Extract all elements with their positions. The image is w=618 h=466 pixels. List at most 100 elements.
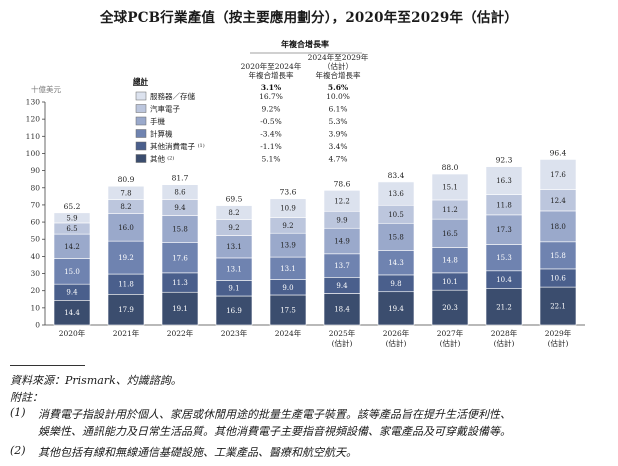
data-label-5-5: 12.2 <box>334 197 350 205</box>
footnote-divider <box>10 365 85 366</box>
x-tick-label-9: 2029年 <box>545 328 572 338</box>
y-tick-label-7: 70 <box>30 200 40 209</box>
data-label-7-0: 20.3 <box>442 304 458 312</box>
y-tick-label-4: 40 <box>30 252 40 261</box>
y-tick-label-11: 110 <box>26 132 41 141</box>
legend-marker-4: (1) <box>198 142 205 149</box>
y-tick-label-1: 10 <box>30 303 40 312</box>
y-tick-label-0: 0 <box>35 321 40 330</box>
cagr-col1-header-line0: 2020年至2024年 <box>241 61 302 71</box>
y-tick-label-5: 50 <box>30 235 40 244</box>
x-tick-label-6-line2: (估計) <box>386 338 407 348</box>
data-label-0-2: 15.0 <box>64 268 80 276</box>
note1-line2: 娛樂性、通訊能力及日常生活品質。其他消費電子主要指音視頻設備、家電產品及可穿戴設… <box>38 425 511 438</box>
data-label-2-4: 9.4 <box>174 204 186 212</box>
data-label-4-1: 9.0 <box>282 284 293 292</box>
bar-segment-6-0 <box>377 291 415 326</box>
bar-segment-9-2 <box>539 241 577 270</box>
data-label-8-3: 17.3 <box>496 226 512 234</box>
note1-marker: (1) <box>10 406 26 419</box>
data-label-5-4: 9.9 <box>336 216 347 224</box>
legend-swatch-4 <box>135 141 147 151</box>
legend-swatch-2 <box>135 116 147 126</box>
data-label-7-5: 15.1 <box>442 183 458 191</box>
cagr-row-0-col1: 16.7% <box>259 92 283 101</box>
x-tick-label-8: 2028年 <box>491 328 518 338</box>
cagr-header: 年複合增長率 <box>281 39 329 49</box>
x-tick-label-7: 2027年 <box>437 328 464 338</box>
data-label-9-2: 15.8 <box>550 252 566 260</box>
data-label-3-0: 16.9 <box>226 307 242 315</box>
legend-swatch-3 <box>135 129 147 138</box>
bar-segment-3-0 <box>215 295 253 326</box>
legend-label-4: 其他消費電子 <box>150 141 195 151</box>
cagr-col2-header-line1: （估計） <box>323 61 353 71</box>
bar-segment-1-2 <box>107 240 145 275</box>
note2-marker: (2) <box>10 444 26 457</box>
cagr-row-3-col1: -3.4% <box>260 130 282 139</box>
data-label-6-1: 9.8 <box>390 280 401 288</box>
bar-segment-8-0 <box>485 288 523 326</box>
data-label-6-3: 15.8 <box>388 233 404 241</box>
data-label-8-2: 15.3 <box>496 254 512 262</box>
data-label-2-0: 19.1 <box>172 305 188 313</box>
x-tick-label-6: 2026年 <box>383 328 410 338</box>
data-label-8-1: 10.4 <box>496 276 512 284</box>
x-tick-label-7-line2: (估計) <box>440 338 461 348</box>
data-label-1-3: 16.0 <box>118 224 134 232</box>
cagr-col2-header-line0: 2024年至2029年 <box>308 52 369 62</box>
total-label-1: 80.9 <box>118 175 135 184</box>
cagr-col2-header-line2: 年複合增長率 <box>316 70 361 80</box>
page-title: 全球PCB行業產值（按主要應用劃分），2020年至2029年（估計） <box>99 10 518 26</box>
stacked-bar-chart: 十億美元 0 10 20 30 40 50 60 70 80 90 100 110 120 130 14.4 9… <box>26 39 585 348</box>
data-label-7-2: 14.8 <box>442 257 458 265</box>
legend-marker-5: (2) <box>167 155 174 162</box>
data-label-6-2: 14.3 <box>388 259 404 267</box>
legend-label-0: 服務器／存儲 <box>150 91 195 101</box>
bar-segment-6-2 <box>377 250 415 276</box>
bar-segment-3-5 <box>215 205 253 220</box>
data-label-2-2: 17.6 <box>172 254 188 262</box>
data-label-9-5: 17.6 <box>550 171 566 179</box>
data-label-0-4: 6.5 <box>66 225 77 233</box>
source-note: 資料來源：Prismark、灼識諮詢。 <box>10 374 182 387</box>
y-tick-label-12: 120 <box>26 115 41 124</box>
data-label-5-1: 9.4 <box>336 282 348 290</box>
y-tick-label-10: 100 <box>26 149 41 158</box>
legend-label-2: 手機 <box>150 116 165 126</box>
data-label-1-2: 19.2 <box>118 254 134 262</box>
legend-label-3: 計算機 <box>150 129 173 139</box>
bar-segment-9-5 <box>539 159 577 190</box>
x-tick-label-1: 2021年 <box>113 328 140 338</box>
legend-label-5: 其他 <box>150 154 165 164</box>
x-tick-label-2: 2022年 <box>167 328 194 338</box>
cagr-row-0-col2: 10.0% <box>326 92 350 101</box>
total-label-9: 96.4 <box>550 148 567 157</box>
data-label-2-3: 15.8 <box>172 226 188 234</box>
total-label-7: 88.0 <box>442 163 459 172</box>
bar-segment-9-0 <box>539 286 577 326</box>
bar-segment-0-3 <box>53 233 91 259</box>
data-label-0-1: 9.4 <box>66 289 78 297</box>
data-label-3-5: 8.2 <box>228 209 239 217</box>
notes-label: 附註： <box>10 391 43 404</box>
cagr-row-2-col2: 5.3% <box>328 117 347 126</box>
legend-swatch-0 <box>135 91 147 101</box>
data-label-7-1: 10.1 <box>442 278 458 286</box>
data-label-0-5: 5.9 <box>66 214 77 222</box>
bar-segment-6-5 <box>377 181 415 206</box>
bar-segment-5-5 <box>323 190 361 212</box>
x-tick-label-9-line2: (估計) <box>548 338 569 348</box>
data-label-9-4: 12.4 <box>550 197 566 205</box>
cagr-row-5-col2: 4.7% <box>328 155 347 164</box>
y-tick-label-3: 30 <box>30 269 40 278</box>
data-label-4-0: 17.5 <box>280 306 296 314</box>
data-label-1-4: 8.2 <box>120 203 131 211</box>
x-tick-label-4: 2024年 <box>275 328 302 338</box>
data-label-2-5: 8.6 <box>174 189 186 197</box>
bar-segment-0-5 <box>53 212 91 224</box>
bar-segment-7-0 <box>431 289 469 326</box>
data-label-8-5: 16.3 <box>496 177 512 185</box>
bar-segment-6-3 <box>377 222 415 251</box>
data-label-4-4: 9.2 <box>282 222 293 230</box>
